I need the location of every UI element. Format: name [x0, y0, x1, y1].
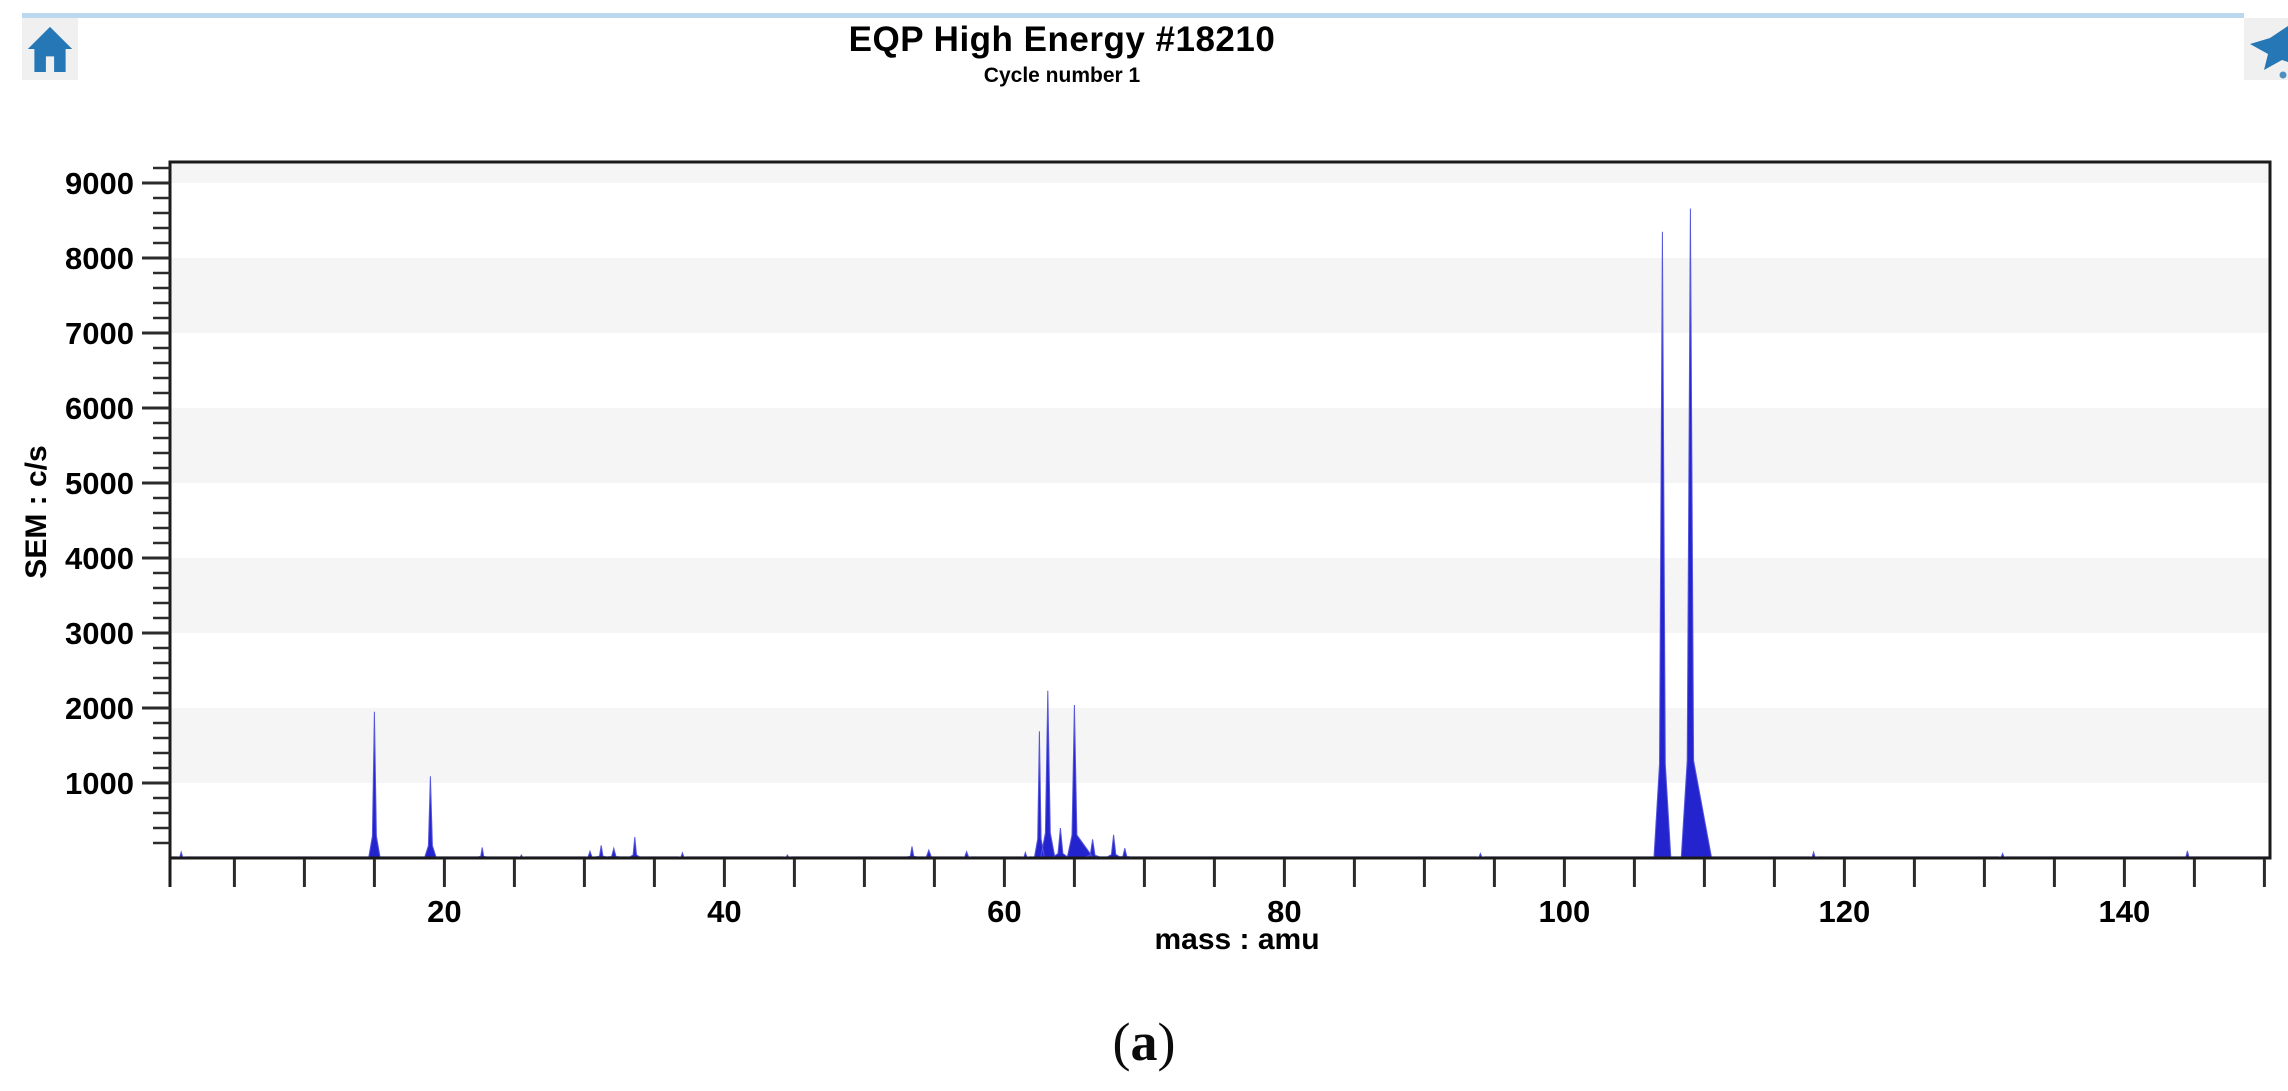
plot-frame: [168, 160, 2272, 860]
home-icon: [27, 26, 73, 73]
svg-text:4000: 4000: [65, 541, 134, 576]
caption-open-paren: (: [1112, 1012, 1131, 1072]
svg-text:3000: 3000: [65, 616, 134, 651]
svg-text:80: 80: [1267, 894, 1301, 929]
svg-text:100: 100: [1539, 894, 1591, 929]
pin-button[interactable]: [2244, 18, 2288, 80]
svg-text:5000: 5000: [65, 466, 134, 501]
svg-text:9000: 9000: [65, 166, 134, 201]
header-divider: [22, 13, 2244, 18]
svg-text:140: 140: [2099, 894, 2151, 929]
figure-caption: (a): [1113, 1011, 1176, 1073]
caption-letter: a: [1130, 1012, 1158, 1072]
y-axis-ticks: [142, 166, 170, 845]
svg-text:1000: 1000: [65, 766, 134, 801]
y-axis-label: SEM : c/s: [20, 445, 53, 579]
svg-text:60: 60: [987, 894, 1021, 929]
home-button[interactable]: [22, 18, 78, 80]
svg-text:6000: 6000: [65, 391, 134, 426]
y-axis-tick-labels: 1000 2000 3000 4000 5000 6000 7000 8000 9000: [65, 166, 134, 801]
svg-text:20: 20: [427, 894, 461, 929]
x-axis-tick-labels: 20 40 60 80 100 120 140: [427, 894, 2150, 929]
svg-text:40: 40: [707, 894, 741, 929]
caption-close-paren: ): [1157, 1012, 1176, 1072]
plot-bands: [170, 162, 2270, 783]
svg-text:8000: 8000: [65, 241, 134, 276]
x-axis-label: mass : amu: [1154, 923, 1320, 956]
chart-subtitle: Cycle number 1: [983, 64, 1141, 87]
svg-text:2000: 2000: [65, 691, 134, 726]
svg-text:120: 120: [1819, 894, 1871, 929]
svg-text:7000: 7000: [65, 316, 134, 351]
pin-icon: [2250, 26, 2288, 79]
chart-title: EQP High Energy #18210: [848, 20, 1276, 59]
x-axis-ticks: [168, 858, 2266, 887]
